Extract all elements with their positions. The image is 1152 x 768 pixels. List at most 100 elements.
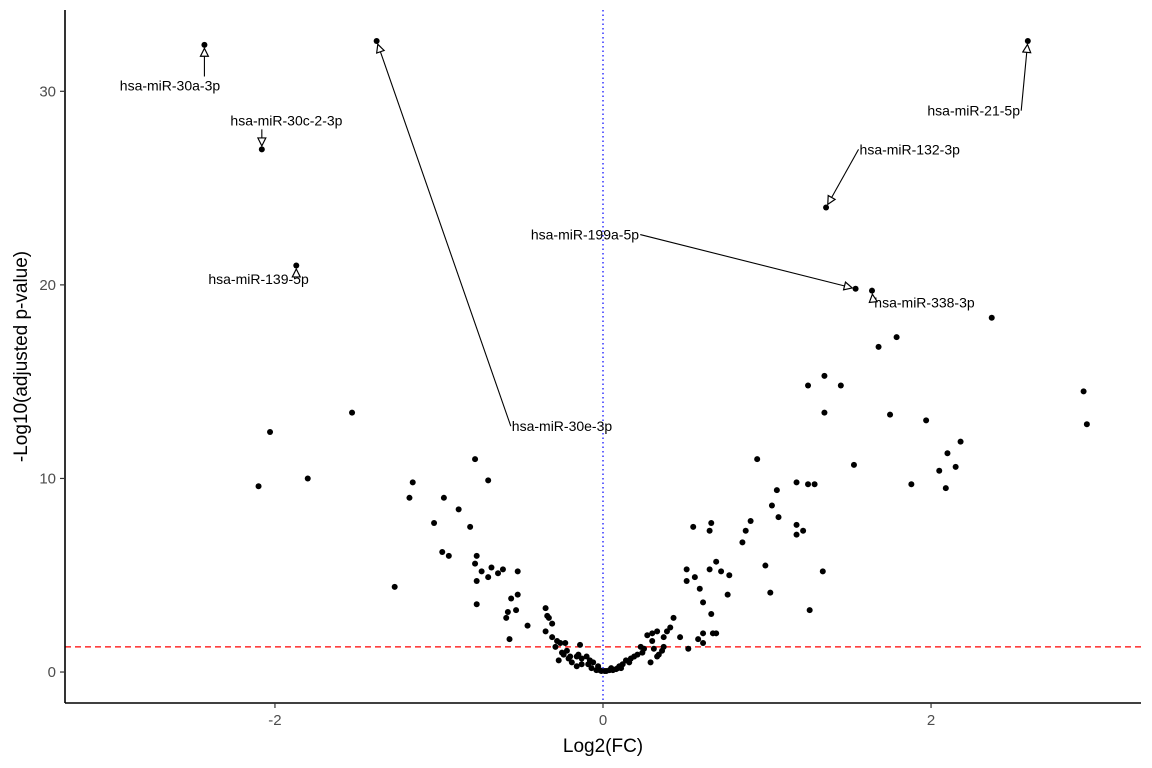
data-point-145 [573,663,580,670]
data-point-73 [683,578,690,585]
data-point-104 [549,634,556,641]
data-point-63 [706,566,713,573]
annotation-7: hsa-miR-338-3p [872,294,975,310]
annotation-label: hsa-miR-132-3p [860,141,961,157]
data-point-85 [504,609,511,616]
annotation-arrow [640,234,852,288]
data-point-12 [805,382,812,389]
data-point-10 [875,343,882,350]
data-point-36 [942,485,949,492]
data-point-16 [821,409,828,416]
data-point-32 [805,481,812,488]
y-tick-label: 20 [39,277,56,294]
data-point-35 [255,483,262,490]
data-point-92 [524,622,531,629]
data-point-74 [391,583,398,590]
data-point-72 [473,578,480,585]
data-point-9 [893,334,900,341]
annotation-2: hsa-miR-139-5p [208,269,309,287]
annotation-4: hsa-miR-21-5p [927,44,1027,119]
data-point-49 [742,527,749,534]
annotation-5: hsa-miR-132-3p [828,141,960,204]
data-point-56 [445,552,452,559]
data-point-142 [578,661,585,668]
data-point-11 [821,372,828,379]
annotation-label: hsa-miR-30a-3p [120,77,221,93]
data-point-79 [508,595,515,602]
data-point-42 [775,514,782,521]
data-point-6 [852,285,859,292]
data-point-101 [644,632,651,639]
data-point-139 [568,659,575,666]
data-point-141 [590,659,597,666]
data-point-33 [811,481,818,488]
data-point-0 [201,41,208,48]
data-point-53 [739,539,746,546]
data-point-54 [439,549,446,556]
data-point-61 [683,566,690,573]
y-tick-label: 0 [48,664,56,681]
data-point-31 [793,479,800,486]
data-point-89 [670,614,677,621]
data-point-48 [467,523,474,530]
data-point-65 [718,568,725,575]
data-point-51 [706,527,713,534]
data-point-98 [700,630,707,637]
data-point-70 [485,574,492,581]
data-point-22 [944,450,951,457]
data-point-80 [700,599,707,606]
data-point-60 [488,564,495,571]
data-point-39 [406,494,413,501]
data-point-15 [349,409,356,416]
x-tick-label: 2 [927,712,935,729]
data-point-109 [562,639,569,646]
data-point-112 [577,641,584,648]
data-point-55 [473,552,480,559]
annotation-arrow [872,294,873,302]
data-point-94 [654,628,661,635]
data-point-69 [726,572,733,579]
data-point-20 [267,428,274,435]
data-point-23 [754,456,761,463]
annotation-0: hsa-miR-30a-3p [120,48,221,93]
data-point-130 [573,653,580,660]
data-point-96 [663,628,670,635]
y-tick-label: 10 [39,470,56,487]
data-point-117 [685,645,692,652]
annotation-arrow [1020,44,1027,111]
x-tick-label: 0 [599,712,607,729]
data-point-24 [472,456,479,463]
data-point-67 [819,568,826,575]
data-point-86 [708,610,715,617]
data-point-140 [626,659,633,666]
data-point-34 [908,481,915,488]
data-point-78 [514,591,521,598]
data-point-105 [695,636,702,643]
annotation-6: hsa-miR-199a-5p [531,227,852,288]
data-point-75 [696,585,703,592]
data-point-29 [485,477,492,484]
data-point-14 [1080,388,1087,395]
data-point-26 [952,463,959,470]
data-point-159 [618,665,625,672]
data-point-110 [700,639,707,646]
data-point-158 [593,667,600,674]
data-point-125 [560,651,567,658]
data-point-156 [603,668,610,675]
data-point-64 [514,568,521,575]
data-point-99 [713,630,720,637]
data-point-62 [499,566,506,573]
data-point-111 [557,639,564,646]
data-point-138 [647,659,654,666]
annotation-label: hsa-miR-30e-3p [512,418,613,434]
data-point-91 [549,620,556,627]
data-point-7 [869,287,875,294]
data-point-58 [472,560,479,567]
data-point-88 [545,614,552,621]
data-point-90 [503,614,510,621]
annotation-label: hsa-miR-338-3p [874,294,975,310]
data-point-157 [613,666,620,673]
data-point-46 [793,521,800,528]
